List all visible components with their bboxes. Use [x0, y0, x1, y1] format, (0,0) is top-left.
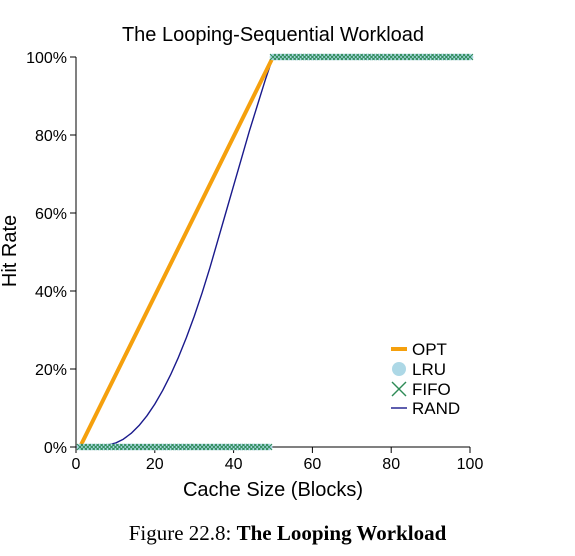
legend: OPT LRU FIFO RAND	[391, 340, 460, 418]
figure-title: The Looping Workload	[236, 521, 447, 545]
y-tick-label: 20%	[35, 362, 67, 379]
x-tick-label: 40	[225, 456, 243, 473]
figure-caption: Figure 22.8: The Looping Workload	[0, 521, 575, 546]
legend-swatch-fifo	[391, 381, 407, 397]
fifo-point	[265, 443, 273, 451]
chart-title: The Looping-Sequential Workload	[122, 24, 424, 46]
y-tick-label: 0%	[44, 440, 67, 457]
figure-number: Figure 22.8:	[128, 521, 232, 545]
y-tick-label: 40%	[35, 284, 67, 301]
x-tick-label: 80	[382, 456, 400, 473]
y-tick-label: 80%	[35, 128, 67, 145]
x-tick-label: 0	[72, 456, 81, 473]
series-line-rand	[79, 56, 470, 448]
x-axis-label: Cache Size (Blocks)	[183, 479, 363, 501]
legend-label-lru: LRU	[412, 360, 446, 379]
legend-label-opt: OPT	[412, 340, 447, 359]
axis-ticks: 0% 20% 40% 60% 80% 100% 0 20 40 60 80 100	[26, 50, 483, 473]
fifo-point	[466, 53, 474, 61]
legend-swatch-lru	[392, 362, 406, 376]
legend-label-fifo: FIFO	[412, 380, 451, 399]
x-tick-label: 20	[146, 456, 164, 473]
y-tick-label: 100%	[26, 50, 67, 67]
plot-area	[76, 53, 474, 451]
x-tick-label: 100	[457, 456, 484, 473]
legend-label-rand: RAND	[412, 399, 460, 418]
y-axis-label: Hit Rate	[0, 215, 21, 287]
y-tick-label: 60%	[35, 206, 67, 223]
x-tick-label: 60	[304, 456, 322, 473]
